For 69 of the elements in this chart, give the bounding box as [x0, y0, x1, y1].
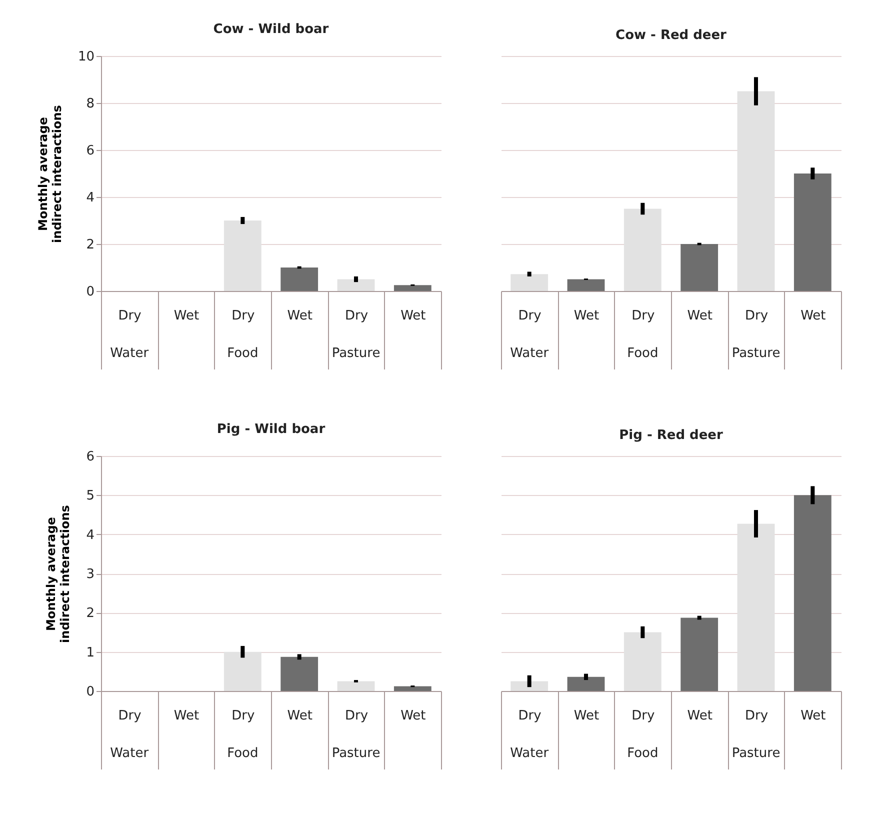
x-tick-label: Wet — [174, 308, 200, 324]
x-tick-label: Dry — [344, 708, 368, 724]
bar — [394, 285, 432, 291]
text: Water — [510, 746, 550, 761]
text: Water — [110, 746, 150, 761]
x-tick-label: Wet — [574, 308, 600, 324]
bar — [794, 495, 832, 691]
text: Food — [227, 346, 258, 361]
x-tick-label: Wet — [687, 308, 712, 324]
x-tick-label: Dry — [232, 708, 255, 724]
x-tick-label: Wet — [400, 308, 426, 324]
x-tick-label: Wet — [174, 708, 200, 724]
x-tick-label: Dry — [632, 308, 655, 324]
y-tick-label: 0 — [86, 684, 94, 700]
bar — [794, 174, 832, 291]
y-tick-label: 2 — [86, 238, 94, 252]
x-tick-label: Wet — [687, 708, 712, 724]
x-tick-label: Dry — [344, 308, 368, 324]
text: Water — [110, 346, 150, 361]
x-tick-label: Wet — [400, 708, 426, 724]
text: Food — [227, 746, 258, 761]
bar — [510, 681, 548, 691]
x-tick-label: Dry — [632, 708, 655, 724]
text: Pasture — [332, 746, 380, 761]
bar — [680, 244, 718, 291]
chart-title: Cow - Red deer — [616, 28, 728, 43]
y-tick-label: 4 — [86, 190, 94, 206]
bar — [394, 686, 432, 691]
bar — [567, 676, 605, 691]
x-tick-label: Dry — [518, 308, 542, 324]
chart-title: Pig - Red deer — [619, 428, 724, 443]
bar — [567, 279, 605, 291]
text: Pasture — [732, 346, 780, 361]
text: Food — [627, 346, 658, 361]
y-tick-label: 2 — [86, 606, 94, 622]
y-tick-label: 1 — [86, 645, 94, 660]
y-tick-label: 0 — [86, 284, 94, 300]
x-tick-label: Dry — [744, 708, 768, 724]
x-tick-label: Dry — [744, 308, 768, 324]
x-tick-label: Wet — [287, 708, 312, 724]
x-tick-label: Dry — [518, 708, 542, 724]
x-tick-label: Wet — [800, 708, 826, 724]
y-tick-label: 8 — [86, 96, 94, 112]
y-tick-label: 5 — [86, 488, 94, 504]
x-tick-label: Wet — [574, 708, 600, 724]
chart-title: Pig - Wild boar — [216, 422, 326, 437]
text: Pasture — [332, 346, 380, 361]
y-tick-label: 3 — [86, 567, 94, 582]
text: Food — [627, 746, 658, 761]
x-tick-label: Wet — [287, 308, 312, 324]
y-tick-label: 10 — [78, 50, 94, 64]
chart-title: Cow - Wild boar — [213, 22, 330, 37]
bar — [337, 681, 375, 691]
text: Pasture — [732, 746, 780, 761]
bar — [280, 656, 318, 691]
y-axis-title: Monthly average indirect interactions — [44, 505, 72, 643]
bar — [510, 274, 548, 291]
text: Water — [510, 346, 550, 361]
y-tick-label: 6 — [86, 450, 94, 464]
bar — [680, 618, 718, 691]
x-tick-label: Dry — [118, 708, 142, 724]
bar — [337, 279, 375, 291]
y-tick-label: 4 — [86, 528, 94, 543]
bar — [280, 268, 318, 291]
x-tick-label: Wet — [800, 308, 826, 324]
x-tick-label: Dry — [232, 308, 255, 324]
y-axis-title: Monthly average indirect interactions — [36, 105, 64, 243]
x-tick-label: Dry — [118, 308, 142, 324]
y-tick-label: 6 — [86, 144, 94, 158]
